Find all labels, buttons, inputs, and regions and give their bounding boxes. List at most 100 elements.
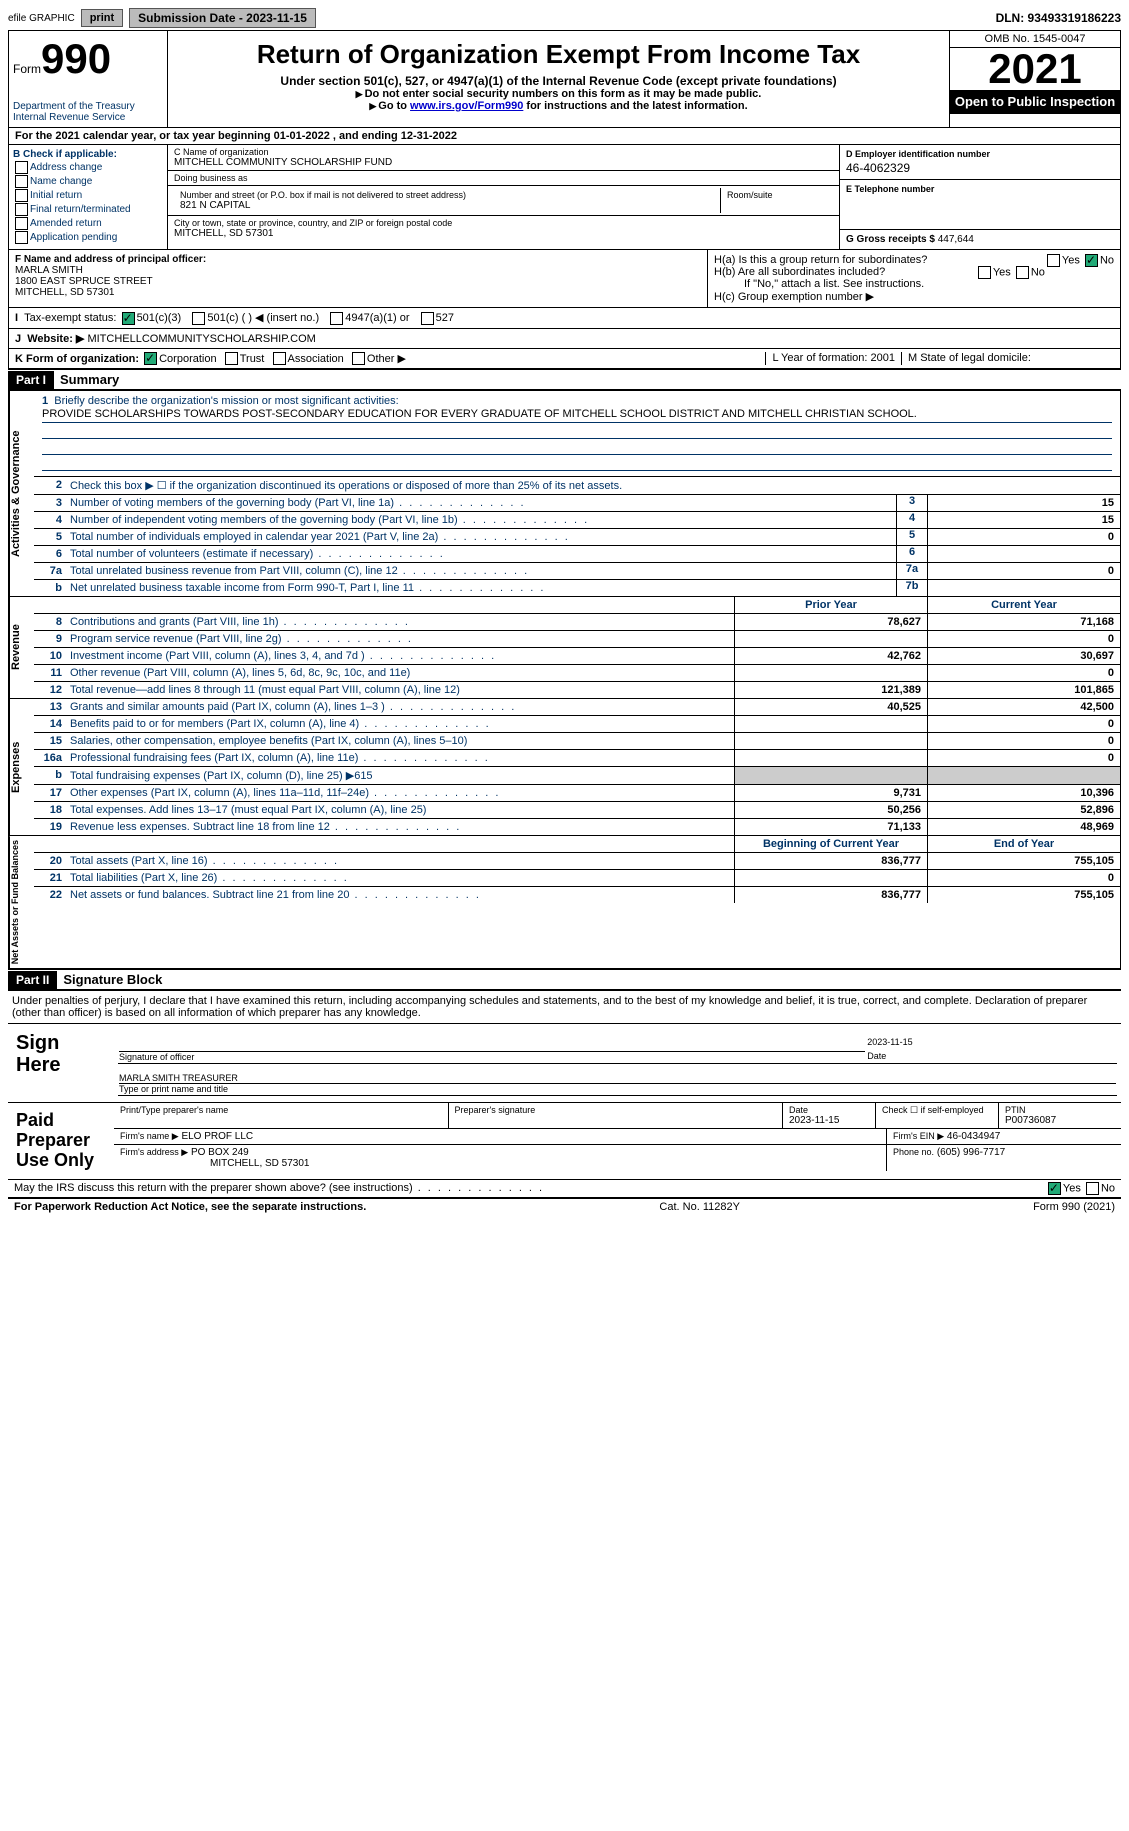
goto-label: Go to: [369, 100, 407, 112]
l16ad: Professional fundraising fees (Part IX, …: [66, 750, 734, 766]
l16acy: 0: [927, 750, 1120, 766]
prep-date-label: Date: [789, 1105, 869, 1115]
l2: Check this box ▶ ☐ if the organization d…: [66, 477, 1120, 494]
l15d: Salaries, other compensation, employee b…: [66, 733, 734, 749]
c-name-label: C Name of organization: [174, 147, 833, 157]
firm-addr2: MITCHELL, SD 57301: [120, 1158, 880, 1169]
l7bv: [927, 580, 1120, 596]
l8cy: 71,168: [927, 614, 1120, 630]
row-a: For the 2021 calendar year, or tax year …: [8, 128, 1121, 145]
l8py: 78,627: [734, 614, 927, 630]
sig-date-label: Date: [867, 1051, 886, 1061]
i-opt-3: 527: [436, 312, 454, 324]
k-label: K Form of organization:: [15, 353, 139, 365]
hc-label: H(c) Group exemption number ▶: [714, 290, 1114, 303]
cat-no: Cat. No. 11282Y: [659, 1201, 740, 1213]
k-opt-1: Trust: [240, 353, 265, 365]
form-number: 990: [41, 35, 111, 82]
part1-title: Summary: [54, 370, 125, 389]
side-na: Net Assets or Fund Balances: [9, 836, 34, 968]
check-self: Check ☐ if self-employed: [876, 1103, 999, 1128]
l17d: Other expenses (Part IX, column (A), lin…: [66, 785, 734, 801]
b-opt-0[interactable]: Address change: [30, 162, 102, 173]
prep-name-label: Print/Type preparer's name: [120, 1105, 442, 1115]
city-label: City or town, state or province, country…: [174, 218, 833, 228]
l7bd: Net unrelated business taxable income fr…: [66, 580, 896, 596]
print-button[interactable]: print: [81, 9, 123, 27]
discuss-text: May the IRS discuss this return with the…: [14, 1182, 544, 1195]
firm-name-val: ELO PROF LLC: [181, 1131, 253, 1142]
ptin-val: P00736087: [1005, 1115, 1115, 1126]
irs-link[interactable]: www.irs.gov/Form990: [410, 100, 523, 112]
hdr-py: Prior Year: [734, 597, 927, 613]
i-opt-1: 501(c) ( ) ◀ (insert no.): [207, 312, 319, 324]
ha-label: H(a) Is this a group return for subordin…: [714, 254, 927, 266]
officer-addr1: 1800 EAST SPRUCE STREET: [15, 276, 701, 287]
subtitle-2c: for instructions and the latest informat…: [526, 100, 747, 112]
l7av: 0: [927, 563, 1120, 579]
type-name-label: Type or print name and title: [119, 1084, 228, 1094]
b-opt-3[interactable]: Final return/terminated: [30, 204, 131, 215]
part1-bar: Part I Summary: [8, 369, 1121, 390]
f-label: F Name and address of principal officer:: [15, 254, 701, 265]
l16apy: [734, 750, 927, 766]
h-note: If "No," attach a list. See instructions…: [714, 278, 1114, 290]
col-b: B Check if applicable: Address change Na…: [9, 145, 168, 249]
topbar: efile GRAPHIC print Submission Date - 20…: [8, 8, 1121, 28]
hdr2-py: Beginning of Current Year: [734, 836, 927, 852]
l12py: 121,389: [734, 682, 927, 698]
part1-label: Part I: [8, 371, 54, 389]
form-title: Return of Organization Exempt From Incom…: [172, 39, 945, 70]
l20py: 836,777: [734, 853, 927, 869]
l11d: Other revenue (Part VIII, column (A), li…: [66, 665, 734, 681]
l12cy: 101,865: [927, 682, 1120, 698]
l22d: Net assets or fund balances. Subtract li…: [66, 887, 734, 903]
g-label: G Gross receipts $: [846, 234, 935, 245]
l-year: L Year of formation: 2001: [765, 352, 901, 366]
l5d: Total number of individuals employed in …: [66, 529, 896, 545]
l4v: 15: [927, 512, 1120, 528]
notice-text: For Paperwork Reduction Act Notice, see …: [14, 1201, 366, 1213]
e-label: E Telephone number: [846, 184, 1114, 194]
part2-label: Part II: [8, 971, 57, 989]
l21d: Total liabilities (Part X, line 26): [66, 870, 734, 886]
mission-label: Briefly describe the organization's miss…: [54, 395, 398, 407]
l12d: Total revenue—add lines 8 through 11 (mu…: [66, 682, 734, 698]
l6d: Total number of volunteers (estimate if …: [66, 546, 896, 562]
firm-addr1: PO BOX 249: [191, 1147, 249, 1158]
l15py: [734, 733, 927, 749]
row-i: I Tax-exempt status: 501(c)(3) 501(c) ( …: [8, 308, 1121, 329]
paid-prep-label: Paid Preparer Use Only: [8, 1103, 114, 1178]
side-ag: Activities & Governance: [9, 391, 34, 596]
city-value: MITCHELL, SD 57301: [174, 228, 833, 239]
b-label: B Check if applicable:: [13, 149, 163, 160]
part2-title: Signature Block: [57, 970, 168, 989]
firm-phone: (605) 996-7717: [937, 1147, 1005, 1158]
l5v: 0: [927, 529, 1120, 545]
hb-label: H(b) Are all subordinates included?: [714, 266, 885, 278]
l10py: 42,762: [734, 648, 927, 664]
penalties-text: Under penalties of perjury, I declare th…: [8, 991, 1121, 1023]
sig-officer-label: Signature of officer: [119, 1052, 194, 1062]
b-opt-2[interactable]: Initial return: [30, 190, 82, 201]
l18d: Total expenses. Add lines 13–17 (must eq…: [66, 802, 734, 818]
b-opt-5[interactable]: Application pending: [30, 232, 117, 243]
org-name: MITCHELL COMMUNITY SCHOLARSHIP FUND: [174, 157, 833, 168]
hdr-cy: Current Year: [927, 597, 1120, 613]
b-opt-4[interactable]: Amended return: [30, 218, 102, 229]
form-label: Form: [13, 62, 41, 76]
room-label: Room/suite: [721, 188, 833, 213]
l9d: Program service revenue (Part VIII, line…: [66, 631, 734, 647]
i-opt-2: 4947(a)(1) or: [345, 312, 409, 324]
l13py: 40,525: [734, 699, 927, 715]
ein-value: 46-4062329: [846, 161, 1114, 175]
l15cy: 0: [927, 733, 1120, 749]
addr-value: 821 N CAPITAL: [180, 200, 714, 211]
k-opt-3: Other ▶: [367, 353, 406, 365]
l18cy: 52,896: [927, 802, 1120, 818]
l21py: [734, 870, 927, 886]
m-state: M State of legal domicile:: [901, 352, 1114, 366]
i-opt-0: 501(c)(3): [137, 312, 182, 324]
l7ad: Total unrelated business revenue from Pa…: [66, 563, 896, 579]
b-opt-1[interactable]: Name change: [30, 176, 92, 187]
